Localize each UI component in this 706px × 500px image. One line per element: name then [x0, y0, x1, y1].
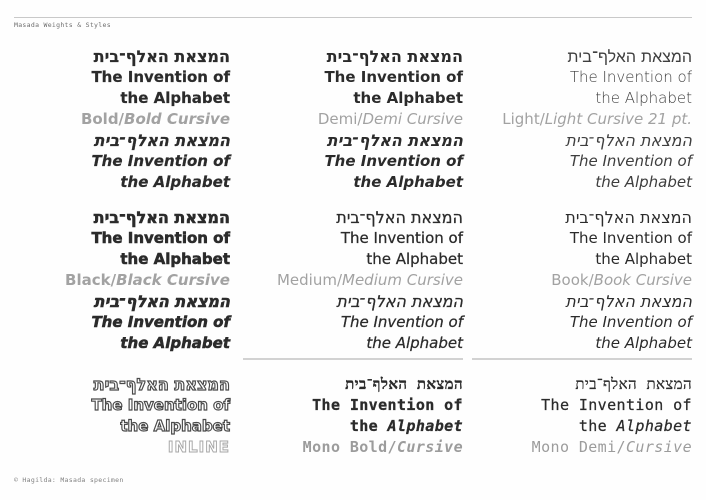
style-label-roman: Bold/: [80, 110, 125, 128]
style-label-cursive: Light Cursive 21 pt.: [544, 110, 692, 128]
english-sample-line1: The Invention of: [569, 68, 692, 86]
english-sample-line2: the Alphabet: [120, 89, 230, 107]
english-sample-line1: The Invention of: [324, 68, 463, 86]
english-sample-line1: The Invention of: [340, 229, 463, 247]
hebrew-sample: המצאת האלף־בית: [567, 47, 692, 66]
specimen-block-light: המצאת האלף־בית The Invention of the Alph…: [477, 46, 692, 193]
style-label-cursive: Demi Cursive: [362, 110, 463, 128]
english-sample-line2: the Alphabet: [477, 416, 692, 437]
english-sample-line1: The Invention of: [91, 229, 230, 248]
specimen-block-demi: המצאת האלף־בית The Invention of the Alph…: [248, 46, 463, 193]
page-title: Masada Weights & Styles: [14, 21, 111, 29]
hebrew-sample: המצאת האלף־בית: [345, 375, 463, 393]
style-label-cursive: Bold Cursive: [124, 110, 230, 128]
hebrew-cursive-sample: המצאת האלף־בית: [336, 292, 463, 311]
hebrew-sample: המצאת האלף־בית: [93, 47, 231, 66]
line2-cursive-word: Alphabet: [616, 417, 692, 435]
style-label-roman: Mono Demi/: [531, 438, 626, 456]
specimen-block-inline: המצאת האלף־בית The Invention of the Alph…: [15, 374, 231, 458]
hebrew-sample: המצאת האלף־בית: [326, 47, 463, 66]
style-label-cursive: Cursive: [625, 438, 692, 456]
hebrew-cursive-sample: המצאת האלף־בית: [326, 131, 463, 150]
style-label: Medium/Medium Cursive: [248, 270, 463, 291]
style-label-roman: Book/: [551, 271, 594, 289]
english-sample-line2: the Alphabet: [595, 250, 692, 268]
hebrew-sample: המצאת האלף־בית: [93, 208, 230, 228]
hebrew-sample: המצאת האלף־בית: [336, 208, 463, 227]
hebrew-cursive-sample: המצאת האלף־בית: [565, 131, 692, 150]
english-cursive-line1: The Invention of: [569, 152, 692, 170]
style-label: Light/Light Cursive 21 pt.: [477, 109, 692, 130]
top-rule: [14, 17, 692, 18]
english-cursive-line2: the Alphabet: [120, 173, 230, 191]
style-label-cursive: Black Cursive: [116, 271, 230, 289]
style-label-roman: Black/: [65, 271, 117, 289]
specimen-block-mono-bold: המצאת האלף־בית The Invention of the Alph…: [248, 374, 463, 458]
style-label: INLINE: [167, 438, 230, 457]
hebrew-cursive-sample: המצאת האלף־בית: [93, 131, 231, 150]
english-cursive-line2: the Alphabet: [120, 334, 230, 353]
style-label-roman: Mono Bold/: [302, 438, 397, 456]
english-sample-line2: the Alphabet: [120, 250, 230, 269]
hebrew-cursive-sample: המצאת האלף־בית: [93, 292, 230, 312]
style-label-roman: Light/: [502, 110, 545, 128]
english-cursive-line2: the Alphabet: [595, 173, 692, 191]
english-sample-line2: the Alphabet: [120, 416, 231, 435]
line2-prefix: the: [578, 417, 617, 435]
english-sample-line2: the Alphabet: [353, 89, 463, 107]
style-label-roman: Demi/: [317, 110, 363, 128]
english-sample-line1: The Invention of: [569, 229, 692, 247]
copyright-credit: © Hagilda: Masada specimen: [14, 476, 124, 484]
english-cursive-line1: The Invention of: [91, 313, 230, 332]
style-label-cursive: Medium Cursive: [342, 271, 463, 289]
row-divider-right-segment: [472, 358, 692, 360]
style-label-cursive: Book Cursive: [593, 271, 692, 289]
hebrew-cursive-sample: המצאת האלף־בית: [565, 292, 692, 311]
style-label: Demi/Demi Cursive: [248, 109, 463, 130]
style-label: Mono Demi/Cursive: [477, 437, 692, 458]
english-cursive-line2: the Alphabet: [595, 334, 692, 352]
style-label-cursive: Cursive: [396, 438, 463, 456]
hebrew-sample: המצאת האלף־בית: [93, 374, 230, 394]
english-sample-line2: the Alphabet: [248, 416, 463, 437]
english-cursive-line1: The Invention of: [91, 152, 230, 170]
line2-cursive-word: Alphabet: [387, 417, 463, 435]
english-cursive-line2: the Alphabet: [366, 334, 463, 352]
english-sample-line2: the Alphabet: [366, 250, 463, 268]
specimen-block-mono-demi: המצאת האלף־בית The Invention of the Alph…: [477, 374, 692, 458]
style-label: Black/Black Cursive: [15, 270, 230, 291]
row-divider-left-segment: [243, 358, 463, 360]
hebrew-sample: המצאת האלף־בית: [565, 208, 692, 227]
english-sample-line2: the Alphabet: [595, 89, 692, 107]
style-label: Book/Book Cursive: [477, 270, 692, 291]
specimen-block-book: המצאת האלף־בית The Invention of the Alph…: [477, 207, 692, 354]
specimen-block-black: המצאת האלף־בית The Invention of the Alph…: [15, 207, 230, 354]
english-sample-line1: The Invention of: [541, 396, 692, 414]
english-cursive-line1: The Invention of: [324, 152, 463, 170]
line2-prefix: the: [349, 417, 388, 435]
specimen-block-medium: המצאת האלף־בית The Invention of the Alph…: [248, 207, 463, 354]
english-cursive-line1: The Invention of: [569, 313, 692, 331]
english-sample-line1: The Invention of: [91, 395, 231, 414]
hebrew-sample: המצאת האלף־בית: [575, 375, 692, 393]
english-sample-line1: The Invention of: [312, 396, 463, 414]
style-label: Mono Bold/Cursive: [248, 437, 463, 458]
english-cursive-line1: The Invention of: [340, 313, 463, 331]
style-label-roman: Medium/: [276, 271, 343, 289]
english-cursive-line2: the Alphabet: [353, 173, 463, 191]
style-label: Bold/Bold Cursive: [15, 109, 230, 130]
specimen-block-bold: המצאת האלף־בית The Invention of the Alph…: [15, 46, 230, 193]
english-sample-line1: The Invention of: [91, 68, 230, 86]
